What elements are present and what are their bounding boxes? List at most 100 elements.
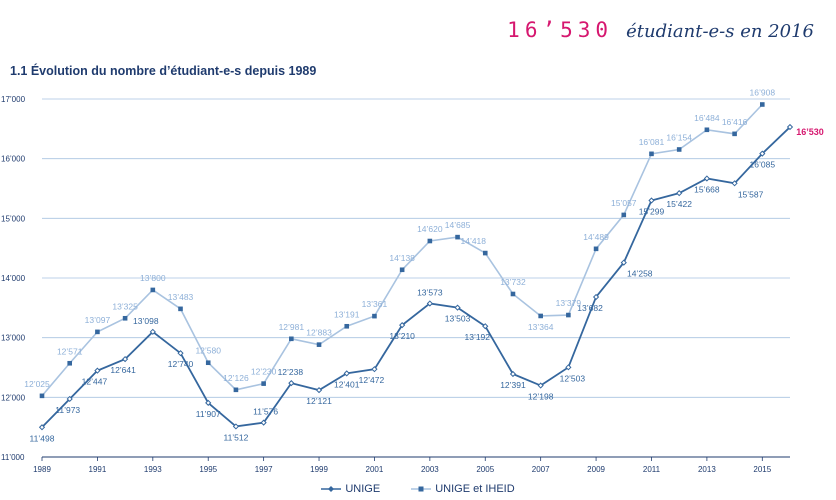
data-label-unige-iheid: 16’908 — [750, 87, 776, 97]
data-point-unige-iheid — [261, 381, 266, 386]
legend-item-unige: UNIGE — [321, 483, 380, 495]
y-tick-label: 17’000 — [1, 95, 26, 104]
data-point-unige-iheid — [39, 393, 45, 399]
x-tick-label: 2013 — [698, 465, 716, 474]
data-point-unige-iheid — [67, 360, 73, 366]
data-label-unige: 12’238 — [278, 367, 304, 377]
data-label-unige-iheid: 12’580 — [195, 346, 221, 356]
data-label-unige-iheid: 13’483 — [168, 292, 194, 302]
data-point-unige — [565, 364, 572, 371]
data-label-unige: 15’422 — [666, 199, 692, 209]
data-label-unige: 11’498 — [30, 433, 55, 443]
data-label-unige: 13’573 — [417, 287, 443, 297]
data-label-unige: 12’447 — [82, 377, 108, 387]
data-label-unige: 12’401 — [334, 379, 360, 389]
data-point-unige-iheid — [122, 315, 128, 321]
data-label-unige-iheid: 13’379 — [556, 298, 582, 308]
data-label-unige-iheid: 16’484 — [694, 113, 720, 123]
series-line-unige — [41, 126, 791, 428]
data-point-unige — [177, 350, 184, 357]
data-point-unige — [620, 259, 627, 266]
data-label-unige: 15’299 — [639, 206, 665, 216]
x-tick-label: 1993 — [144, 465, 162, 474]
data-point-unige-iheid — [566, 312, 571, 318]
data-point-unige-iheid — [95, 329, 100, 335]
data-point-unige — [94, 367, 101, 374]
data-point-unige-iheid — [233, 387, 239, 393]
data-point-unige-iheid — [372, 313, 377, 319]
data-label-unige: 11’973 — [55, 405, 80, 415]
data-point-unige-iheid — [704, 127, 710, 133]
data-label-unige-iheid: 15’057 — [611, 198, 637, 208]
data-label-unige-iheid: 16’081 — [639, 137, 665, 147]
data-label-unige: 12’121 — [306, 396, 332, 406]
data-label-unige: 12’391 — [500, 380, 526, 390]
data-point-unige-iheid — [399, 267, 405, 273]
series-line-unige-iheid — [41, 103, 763, 397]
x-tick-label: 2009 — [587, 465, 605, 474]
data-point-unige — [232, 423, 240, 430]
chart-legend: UNIGE UNIGE et IHEID — [0, 483, 836, 495]
x-tick-label: 1997 — [255, 465, 273, 474]
data-label-unige-iheid: 14’620 — [417, 224, 443, 234]
data-label-unige-iheid: 12’571 — [57, 346, 83, 356]
header-title: 16’530 étudiant-e-s en 2016 — [507, 18, 814, 42]
data-label-unige-iheid: 14’685 — [445, 220, 471, 230]
data-point-unige-iheid — [759, 102, 765, 107]
y-tick-label: 11’000 — [1, 453, 25, 462]
x-tick-label: 2011 — [643, 465, 661, 474]
y-tick-label: 16’000 — [1, 155, 26, 164]
data-point-unige-iheid — [455, 234, 460, 240]
data-point-unige-iheid — [289, 336, 294, 342]
data-label-unige: 15’587 — [738, 189, 764, 199]
data-point-unige — [648, 197, 655, 204]
data-point-unige — [509, 370, 517, 378]
data-label-unige: 12’472 — [359, 375, 385, 385]
data-point-unige — [676, 190, 683, 197]
data-point-unige — [703, 175, 710, 182]
data-label-unige: 14’258 — [627, 269, 653, 279]
legend-swatch-diamond-icon — [321, 486, 342, 493]
data-label-unige: 12’503 — [560, 373, 586, 383]
data-point-unige-iheid — [316, 342, 322, 347]
data-label-unige-iheid: 12’025 — [24, 379, 50, 389]
data-point-unige — [149, 328, 156, 335]
data-point-unige — [482, 323, 489, 330]
data-label-unige-iheid: 12’230 — [251, 367, 277, 377]
data-label-unige-iheid: 13’361 — [362, 299, 388, 309]
y-tick-label: 12’000 — [1, 393, 26, 402]
x-tick-label: 2015 — [753, 465, 771, 474]
data-label-unige-iheid: 12’981 — [279, 322, 305, 332]
x-tick-label: 1989 — [33, 465, 51, 474]
data-point-unige-iheid — [649, 151, 654, 157]
data-label-unige: 12’641 — [110, 365, 136, 375]
data-label-unige-iheid: 13’191 — [334, 309, 360, 319]
data-point-unige — [426, 300, 433, 307]
header-student-count: 16’530 — [507, 18, 614, 42]
data-label-unige-iheid: 13’097 — [85, 315, 111, 325]
data-point-unige — [205, 399, 212, 406]
data-label-unige: 13’503 — [445, 314, 471, 324]
data-point-unige — [343, 370, 350, 377]
data-point-unige-iheid — [482, 250, 488, 256]
x-tick-label: 1995 — [199, 465, 217, 474]
highlight-data-label: 16’530 — [796, 127, 824, 137]
data-label-unige: 13’682 — [577, 303, 603, 313]
data-label-unige-iheid: 13’800 — [140, 273, 166, 283]
data-point-unige — [537, 382, 544, 389]
x-tick-label: 1999 — [310, 465, 328, 474]
data-point-unige — [38, 424, 46, 431]
data-point-unige — [592, 293, 600, 301]
data-point-unige — [315, 387, 323, 394]
data-point-unige — [399, 322, 406, 329]
data-point-unige-iheid — [344, 323, 350, 329]
data-point-unige — [260, 419, 267, 426]
legend-label-unige-iheid: UNIGE et IHEID — [435, 483, 515, 495]
line-chart: 11’000 12’000 13’000 14’000 15’000 16’000 17’0… — [1, 87, 824, 474]
data-label-unige: 11’907 — [196, 409, 221, 419]
x-tick-label: 1991 — [89, 465, 107, 474]
legend-item-unige-iheid: UNIGE et IHEID — [411, 483, 515, 495]
data-point-unige — [759, 150, 766, 157]
data-label-unige: 13’210 — [389, 331, 415, 341]
data-point-unige — [371, 366, 378, 373]
